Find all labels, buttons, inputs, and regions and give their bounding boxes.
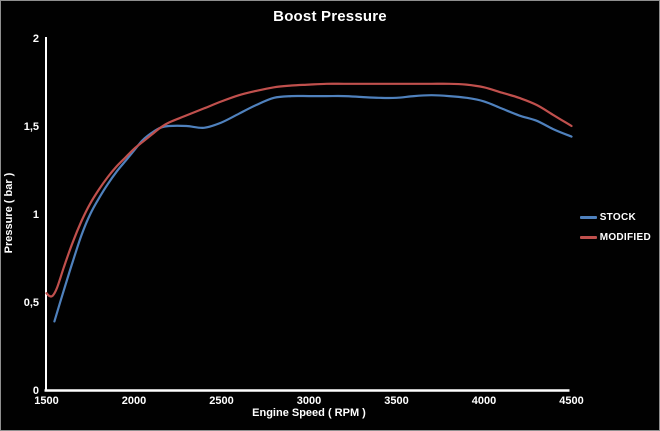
stock-line-swatch [579,216,597,219]
chart-title: Boost Pressure [273,8,387,25]
x-tick-label: 3500 [384,395,408,407]
y-axis-title: Pressure ( bar ) [3,172,15,254]
x-axis-title: Engine Speed ( RPM ) [252,407,366,419]
x-tick-label: 3000 [297,395,321,407]
series-line-modified [45,82,573,298]
legend-item-modified: MODIFIED [579,232,651,243]
legend-label-modified: MODIFIED [599,232,651,243]
y-tick-label: 2 [33,33,39,45]
y-tick-label: 1,5 [24,121,39,133]
x-tick-label: 4500 [559,395,583,407]
y-tick-label: 1 [33,209,39,221]
legend-item-stock: STOCK [579,212,651,223]
x-tick-label: 2000 [122,395,146,407]
x-tick-label: 2500 [209,395,233,407]
x-tick-label: 4000 [472,395,496,407]
x-tick-label: 1500 [34,395,58,407]
y-tick-label: 0 [33,385,39,397]
legend: STOCK MODIFIED [579,212,651,243]
y-tick-label: 0,5 [24,297,39,309]
legend-label-stock: STOCK [599,212,637,223]
modified-line-swatch [579,236,597,239]
series-line-stock [53,94,573,323]
